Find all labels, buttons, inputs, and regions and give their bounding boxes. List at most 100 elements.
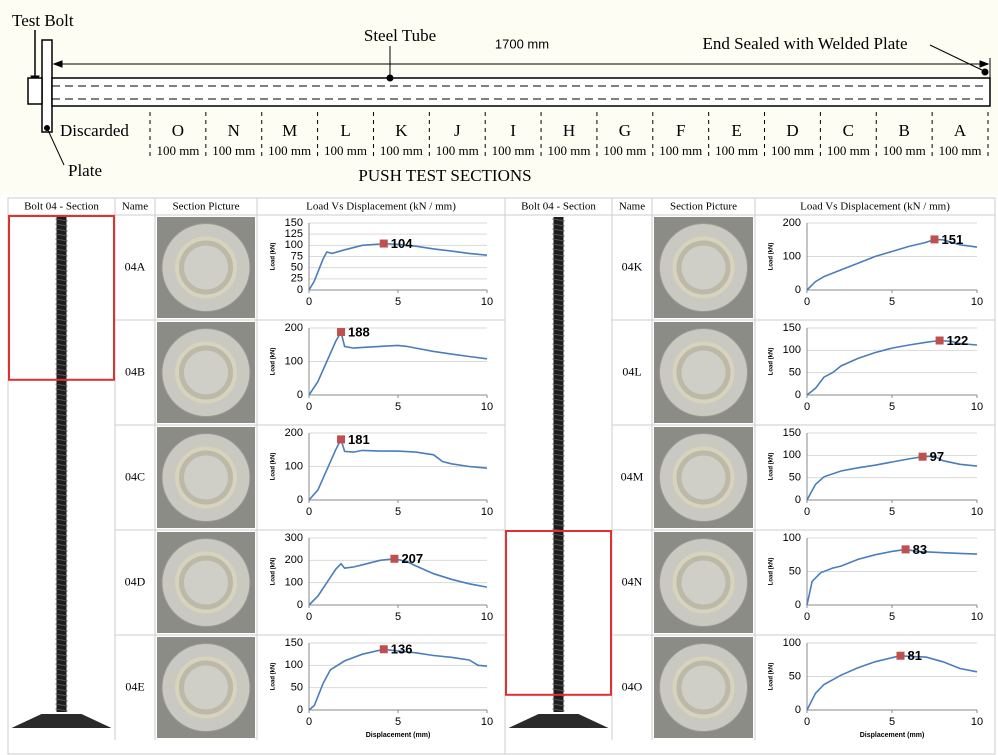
x-tick-label: 5	[889, 296, 895, 308]
bolt-thread	[55, 493, 68, 497]
load-curve	[806, 548, 978, 606]
y-tick-label: 150	[285, 637, 303, 649]
x-tick-label: 10	[481, 401, 493, 413]
bolt-thread	[55, 268, 68, 272]
y-tick-label: 50	[291, 262, 303, 274]
bolt-thread	[55, 668, 68, 672]
photo-core	[184, 665, 228, 710]
bolt-thread	[552, 428, 565, 432]
bolt-thread	[55, 248, 68, 252]
bolt-thread	[552, 513, 565, 517]
x-tick-label: 10	[971, 611, 983, 623]
y-tick-label: 0	[795, 284, 801, 296]
y-tick-label: 100	[285, 239, 303, 251]
y-tick-label: 100	[783, 344, 801, 356]
bolt-thread	[552, 608, 565, 612]
bolt-thread	[55, 433, 68, 437]
y-tick-label: 100	[783, 637, 801, 649]
photo-core	[681, 455, 726, 500]
bolt-thread	[552, 553, 565, 557]
photo-core	[184, 560, 228, 605]
section-highlight	[505, 530, 612, 696]
bolt-thread	[552, 603, 565, 607]
bolt-thread	[552, 548, 565, 552]
y-tick-label: 0	[795, 389, 801, 401]
peak-label: 151	[942, 232, 964, 247]
y-axis-label: Load (kN)	[271, 663, 277, 691]
bolt-thread	[55, 498, 68, 502]
bolt-thread	[552, 333, 565, 337]
x-axis-label: Displacement (mm)	[366, 732, 431, 739]
section-letter: O	[172, 121, 184, 140]
caption: PUSH TEST SECTIONS	[358, 166, 531, 185]
bolt-thread	[55, 518, 68, 522]
bolt-thread	[552, 623, 565, 627]
bolt-thread	[55, 533, 68, 537]
bolt-thread	[552, 393, 565, 397]
bolt-thread	[552, 563, 565, 567]
bolt-thread	[552, 288, 565, 292]
row-name: 04E	[125, 679, 144, 693]
x-tick-label: 0	[306, 401, 312, 413]
bolt-thread	[552, 383, 565, 387]
bolt-thread	[552, 523, 565, 527]
column-header: Name	[122, 201, 148, 213]
bolt-thread	[55, 273, 68, 277]
bolt-thread	[552, 458, 565, 462]
section-length: 100 mm	[715, 143, 758, 158]
bolt-thread	[552, 308, 565, 312]
peak-label: 81	[908, 648, 922, 663]
bolt-thread	[55, 578, 68, 582]
x-tick-label: 5	[889, 611, 895, 623]
bolt-thread	[552, 253, 565, 257]
bolt-thread	[552, 403, 565, 407]
bolt-thread	[55, 558, 68, 562]
row-name: 04L	[622, 364, 641, 378]
bolt-thread	[552, 533, 565, 537]
peak-marker	[337, 435, 346, 444]
bolt-thread	[552, 388, 565, 392]
bolt-thread	[552, 653, 565, 657]
bolt-thread	[55, 683, 68, 687]
y-tick-label: 50	[789, 670, 801, 682]
bolt-thread	[552, 538, 565, 542]
section-letter: J	[454, 121, 461, 140]
x-tick-label: 5	[395, 716, 401, 728]
y-tick-label: 0	[795, 704, 801, 716]
bolt-thread	[552, 298, 565, 302]
bolt-thread	[55, 468, 68, 472]
plate-label: Plate	[68, 161, 102, 180]
bolt-thread	[55, 328, 68, 332]
load-curve	[806, 339, 978, 396]
bolt-thread	[552, 493, 565, 497]
x-tick-label: 10	[971, 506, 983, 518]
bolt-thread	[55, 338, 68, 342]
y-tick-label: 125	[285, 228, 303, 240]
y-axis-label: Load (kN)	[769, 348, 775, 376]
photo-core	[681, 560, 726, 605]
load-curve	[806, 455, 978, 501]
peak-label: 136	[391, 642, 413, 657]
bolt-thread	[55, 413, 68, 417]
x-tick-label: 10	[481, 716, 493, 728]
bolt-thread	[55, 343, 68, 347]
bolt-thread	[552, 678, 565, 682]
section-length: 100 mm	[436, 143, 479, 158]
bolt-thread	[552, 353, 565, 357]
y-tick-label: 100	[783, 449, 801, 461]
bolt-thread	[552, 448, 565, 452]
section-length: 100 mm	[771, 143, 814, 158]
y-axis-label: Load (kN)	[769, 663, 775, 691]
bolt-thread	[55, 708, 68, 712]
bolt-thread	[55, 618, 68, 622]
bolt-thread	[55, 598, 68, 602]
column-header: Name	[619, 201, 645, 213]
bolt-thread	[55, 403, 68, 407]
bolt-thread	[552, 658, 565, 662]
row-name: 04N	[622, 574, 643, 588]
bolt-thread	[55, 633, 68, 637]
row-name: 04B	[125, 364, 145, 378]
bolt-thread	[55, 308, 68, 312]
peak-marker	[379, 239, 388, 248]
bolt-thread	[552, 543, 565, 547]
